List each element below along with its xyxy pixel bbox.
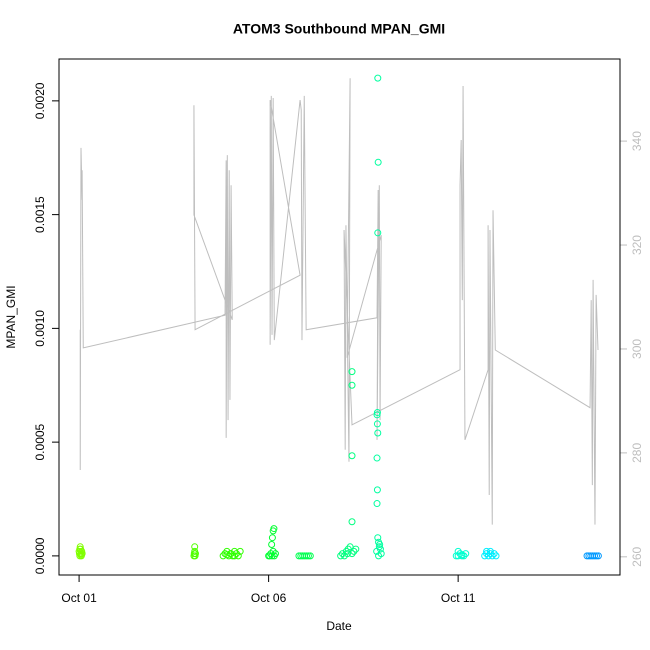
point <box>488 552 496 560</box>
point <box>483 547 491 555</box>
y-tick-label: 0.0020 <box>33 82 47 119</box>
point <box>344 545 352 553</box>
point <box>348 381 356 389</box>
point <box>227 550 235 558</box>
point <box>374 429 382 437</box>
y-tick-label: 0.0000 <box>33 537 47 574</box>
point <box>270 525 278 533</box>
point <box>492 552 500 560</box>
point <box>348 518 356 526</box>
point <box>483 550 491 558</box>
point <box>592 552 600 560</box>
point <box>454 547 462 555</box>
y-tick-label: 0.0005 <box>33 423 47 460</box>
point <box>191 543 199 551</box>
line-series <box>79 78 599 525</box>
point <box>350 547 358 555</box>
point <box>234 552 242 560</box>
point <box>484 552 492 560</box>
point <box>348 452 356 460</box>
point <box>376 545 384 553</box>
y2-tick-label: 260 <box>630 546 644 566</box>
y-tick-label: 0.0015 <box>33 196 47 233</box>
point <box>374 534 382 542</box>
point <box>231 552 239 560</box>
point <box>348 550 356 558</box>
point <box>348 368 356 376</box>
point <box>373 486 381 494</box>
point <box>343 550 351 558</box>
point <box>458 551 466 559</box>
point <box>376 541 384 549</box>
x-tick-label: Oct 11 <box>441 591 476 605</box>
point <box>594 552 602 560</box>
plot-frame <box>58 58 621 576</box>
point <box>374 158 382 166</box>
point <box>191 547 199 555</box>
point <box>375 552 383 560</box>
point <box>481 552 489 560</box>
point <box>373 500 381 508</box>
x-tick-label: Oct 06 <box>251 591 287 605</box>
point <box>271 550 279 558</box>
point <box>223 551 231 559</box>
y2-tick-label: 320 <box>630 235 644 255</box>
y2-tick-label: 300 <box>630 339 644 359</box>
point <box>77 551 85 559</box>
point <box>346 543 354 551</box>
y-tick-label: 0.0010 <box>33 310 47 347</box>
point <box>486 547 494 555</box>
point <box>373 420 381 428</box>
y2-tick-label: 280 <box>630 443 644 463</box>
point <box>462 550 470 558</box>
point <box>268 534 276 542</box>
point <box>306 552 314 560</box>
point <box>374 229 382 237</box>
point <box>303 552 311 560</box>
point <box>339 550 347 558</box>
point <box>373 454 381 462</box>
point <box>223 547 231 555</box>
chart-title: ATOM3 Southbound MPAN_GMI <box>233 21 445 37</box>
point <box>352 545 360 553</box>
point <box>591 552 599 560</box>
x-axis-label: Date <box>326 619 352 633</box>
x-tick-label: Oct 01 <box>61 591 97 605</box>
y2-tick-label: 340 <box>630 131 644 151</box>
point <box>269 547 277 555</box>
point <box>373 411 381 419</box>
y-axis-label: MPAN_GMI <box>4 285 18 348</box>
point <box>374 74 382 82</box>
point <box>236 547 244 555</box>
point <box>486 550 494 558</box>
point <box>490 550 498 558</box>
point <box>304 552 312 560</box>
point <box>268 541 276 549</box>
point <box>337 552 345 560</box>
